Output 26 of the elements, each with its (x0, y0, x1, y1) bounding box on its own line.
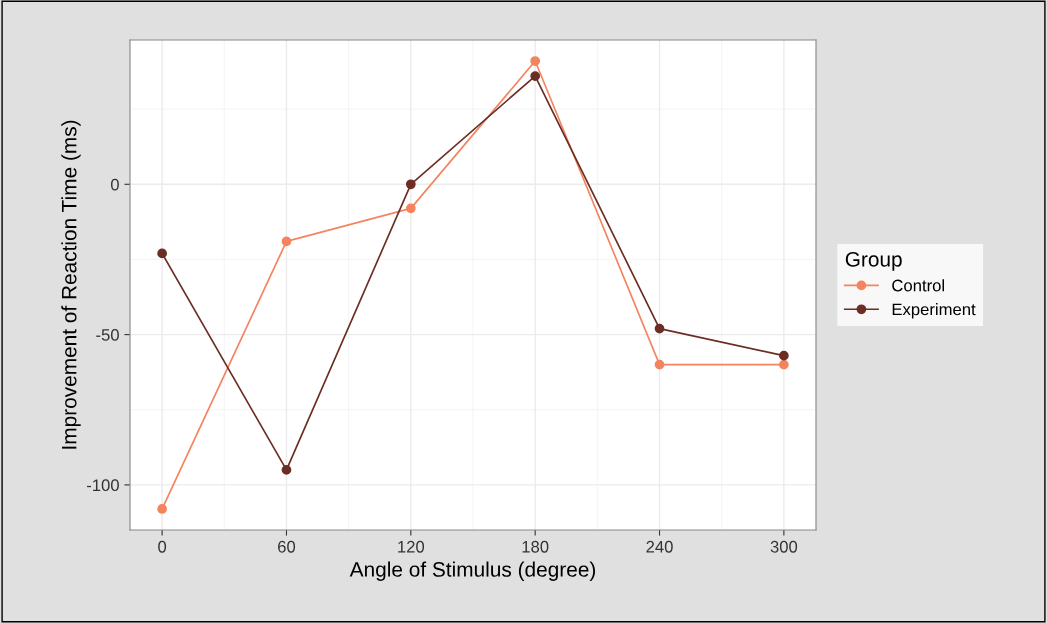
legend-label: Experiment (892, 303, 976, 319)
point (530, 56, 541, 66)
x-tick-label: 120 (398, 540, 425, 553)
point (157, 504, 167, 514)
x-tick-label: 0 (158, 540, 167, 553)
point (157, 248, 167, 259)
x-axis-title: Angle of Stimulus (degree) (349, 561, 596, 581)
point (405, 203, 416, 214)
point (281, 465, 292, 475)
legend-label: Control (892, 279, 944, 292)
point (779, 350, 789, 361)
y-tick-label: -100 (86, 479, 119, 492)
legend-title: Group (845, 251, 902, 271)
point (405, 179, 416, 190)
x-tick-label: 60 (278, 540, 296, 553)
point (530, 71, 541, 81)
point (779, 359, 789, 370)
x-tick-label: 180 (522, 540, 549, 553)
point (281, 236, 292, 247)
y-tick-label: 0 (110, 178, 119, 191)
x-tick-label: 300 (770, 540, 798, 553)
point (654, 323, 665, 334)
point (654, 359, 665, 370)
y-tick-label: -50 (96, 329, 119, 341)
y-axis-title: Improvement of Reaction Time (ms) (61, 120, 81, 449)
x-tick-label: 240 (646, 540, 673, 553)
